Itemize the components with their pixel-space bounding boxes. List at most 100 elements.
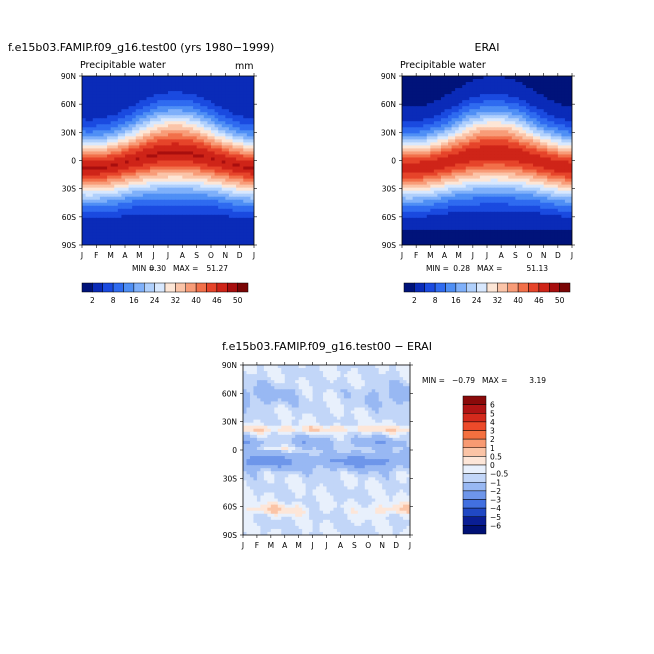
field-cell bbox=[448, 112, 453, 116]
field-cell bbox=[508, 136, 513, 140]
field-cell bbox=[214, 181, 219, 186]
field-cell bbox=[157, 193, 162, 198]
field-cell bbox=[402, 196, 407, 201]
field-cell bbox=[568, 112, 572, 116]
field-cell bbox=[437, 127, 442, 131]
field-cell bbox=[462, 175, 467, 180]
field-cell bbox=[221, 127, 226, 131]
field-cell bbox=[157, 79, 162, 83]
field-cell bbox=[211, 97, 216, 101]
field-cell bbox=[451, 112, 456, 116]
field-cell bbox=[557, 187, 562, 192]
field-cell bbox=[168, 193, 173, 198]
field-cell bbox=[458, 124, 463, 128]
field-cell bbox=[490, 124, 495, 128]
field-cell bbox=[543, 142, 548, 146]
field-cell bbox=[225, 115, 230, 119]
field-cell bbox=[409, 172, 414, 177]
field-cell bbox=[494, 139, 499, 143]
field-cell bbox=[483, 199, 488, 204]
field-cell bbox=[465, 139, 470, 143]
field-cell bbox=[160, 175, 165, 180]
field-cell bbox=[550, 148, 555, 152]
field-cell bbox=[203, 217, 208, 222]
field-cell bbox=[561, 136, 566, 140]
field-cell bbox=[85, 223, 90, 228]
field-cell bbox=[200, 232, 205, 237]
field-cell bbox=[444, 112, 449, 116]
field-cell bbox=[146, 169, 151, 174]
field-cell bbox=[547, 88, 552, 92]
field-cell bbox=[529, 178, 534, 183]
field-cell bbox=[419, 112, 424, 116]
field-cell bbox=[430, 76, 435, 80]
field-cell bbox=[221, 133, 226, 137]
field-cell bbox=[472, 118, 477, 122]
field-cell bbox=[200, 193, 205, 198]
field-cell bbox=[146, 82, 151, 86]
field-cell bbox=[515, 163, 520, 168]
field-cell bbox=[193, 208, 198, 213]
field-cell bbox=[150, 79, 155, 83]
field-cell bbox=[547, 127, 552, 131]
field-cell bbox=[117, 76, 122, 80]
field-cell bbox=[533, 76, 538, 80]
field-cell bbox=[99, 91, 104, 95]
field-cell bbox=[164, 223, 169, 228]
field-cell bbox=[178, 121, 183, 125]
field-cell bbox=[221, 112, 226, 116]
field-cell bbox=[423, 208, 428, 213]
field-cell bbox=[465, 118, 470, 122]
field-cell bbox=[114, 202, 119, 207]
field-cell bbox=[125, 241, 130, 245]
field-cell bbox=[168, 187, 173, 192]
field-cell bbox=[200, 160, 205, 165]
field-cell bbox=[462, 187, 467, 192]
field-cell bbox=[107, 199, 112, 204]
field-cell bbox=[564, 145, 569, 149]
field-cell bbox=[153, 172, 158, 177]
field-cell bbox=[207, 217, 212, 222]
field-cell bbox=[490, 151, 495, 155]
field-cell bbox=[207, 130, 212, 134]
field-cell bbox=[416, 151, 421, 155]
field-cell bbox=[476, 139, 481, 143]
field-cell bbox=[178, 136, 183, 140]
field-cell bbox=[85, 118, 90, 122]
field-cell bbox=[405, 145, 410, 149]
field-cell bbox=[121, 238, 126, 243]
field-cell bbox=[178, 97, 183, 101]
field-cell bbox=[494, 184, 499, 189]
field-cell bbox=[107, 202, 112, 207]
field-cell bbox=[168, 133, 173, 137]
field-cell bbox=[402, 172, 407, 177]
field-cell bbox=[426, 175, 431, 180]
field-cell bbox=[487, 109, 492, 113]
field-cell bbox=[547, 112, 552, 116]
field-cell bbox=[490, 79, 495, 83]
field-cell bbox=[458, 136, 463, 140]
field-cell bbox=[103, 157, 108, 161]
field-cell bbox=[437, 130, 442, 134]
field-cell bbox=[508, 175, 513, 180]
field-cell bbox=[239, 169, 244, 174]
field-cell bbox=[515, 202, 520, 207]
field-cell bbox=[99, 82, 104, 86]
field-cell bbox=[419, 127, 424, 131]
field-cell bbox=[125, 79, 130, 83]
field-cell bbox=[433, 76, 438, 80]
field-cell bbox=[203, 166, 208, 171]
field-cell bbox=[185, 226, 190, 231]
field-cell bbox=[142, 205, 147, 210]
field-cell bbox=[511, 211, 516, 216]
field-cell bbox=[160, 226, 165, 231]
field-cell bbox=[178, 223, 183, 228]
field-cell bbox=[157, 187, 162, 192]
field-cell bbox=[451, 79, 456, 83]
field-cell bbox=[250, 235, 254, 240]
field-cell bbox=[228, 172, 233, 177]
field-cell bbox=[472, 199, 477, 204]
field-cell bbox=[543, 112, 548, 116]
field-cell bbox=[472, 133, 477, 137]
field-cell bbox=[533, 100, 538, 104]
